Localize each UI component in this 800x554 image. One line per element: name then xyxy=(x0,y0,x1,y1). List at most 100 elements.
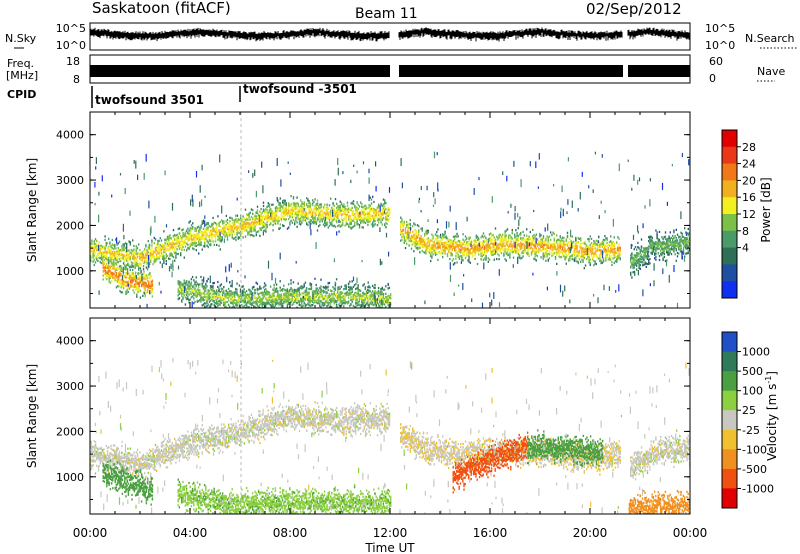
echo-cell xyxy=(185,280,188,283)
echo-cell xyxy=(587,246,589,249)
echo-cell xyxy=(450,254,452,257)
echo-cell xyxy=(282,211,284,214)
echo-cell xyxy=(270,211,272,214)
echo-cell xyxy=(190,238,193,241)
echo-cell xyxy=(171,240,173,243)
echo-cell xyxy=(599,259,601,263)
echo-cell xyxy=(124,255,127,258)
echo-cell xyxy=(250,230,253,233)
echo-cell xyxy=(505,248,507,251)
echo-cell xyxy=(261,211,263,214)
echo-cell xyxy=(667,242,669,245)
echo-cell xyxy=(648,240,650,243)
echo-cell xyxy=(381,208,383,211)
echo-cell xyxy=(504,245,506,248)
echo-cell xyxy=(432,253,434,256)
echo-cell xyxy=(380,221,382,224)
echo-cell xyxy=(204,238,206,241)
echo-cell xyxy=(376,224,379,227)
echo-cell xyxy=(592,256,594,259)
echo-cell xyxy=(250,226,253,229)
echo-cell xyxy=(596,257,599,260)
echo-cell xyxy=(288,212,290,215)
echo-cell xyxy=(282,206,284,209)
echo-cell xyxy=(108,261,110,264)
echo-cell xyxy=(522,230,524,233)
echo-cell xyxy=(643,263,645,266)
echo-cell xyxy=(410,236,413,239)
echo-cell xyxy=(583,248,585,251)
echo-cell xyxy=(437,236,439,239)
echo-cell xyxy=(274,212,277,215)
echo-cell xyxy=(400,233,402,236)
echo-cell xyxy=(136,252,139,255)
echo-cell xyxy=(205,230,207,233)
echo-cell xyxy=(476,247,479,250)
echo-cell xyxy=(292,210,295,213)
echo-cell xyxy=(491,240,493,243)
echo-cell xyxy=(538,247,540,250)
echo-cell xyxy=(652,250,655,253)
echo-cell xyxy=(202,234,205,237)
echo-cell xyxy=(415,234,417,237)
echo-cell xyxy=(500,241,503,245)
echo-cell xyxy=(461,244,463,247)
echo-cell xyxy=(301,213,303,216)
echo-cell xyxy=(324,212,326,215)
echo-cell xyxy=(445,246,447,249)
echo-cell xyxy=(352,217,355,220)
echo-cell xyxy=(444,241,446,245)
echo-cell xyxy=(316,229,319,232)
echo-cell xyxy=(145,245,147,248)
echo-cell xyxy=(430,248,432,251)
echo-cell xyxy=(496,242,498,245)
echo-cell xyxy=(685,247,687,250)
echo-cell xyxy=(280,219,283,222)
echo-cell xyxy=(592,243,594,246)
echo-cell xyxy=(192,234,194,237)
echo-cell xyxy=(248,218,250,221)
echo-cell xyxy=(535,247,537,250)
echo-cell xyxy=(378,218,380,221)
echo-cell xyxy=(413,222,415,225)
echo-cell xyxy=(172,235,175,238)
echo-cell xyxy=(217,238,219,241)
echo-cell xyxy=(339,204,341,207)
echo-cell xyxy=(98,248,100,251)
echo-cell xyxy=(503,252,505,255)
echo-cell xyxy=(162,244,164,247)
echo-cell xyxy=(631,255,633,258)
echo-cell xyxy=(406,220,408,224)
echo-cell xyxy=(194,227,196,230)
echo-cell xyxy=(249,218,251,221)
echo-cell xyxy=(91,245,93,249)
echo-cell xyxy=(356,207,358,210)
echo-cell xyxy=(327,212,329,215)
echo-cell xyxy=(292,205,295,208)
echo-cell xyxy=(166,247,169,251)
echo-cell xyxy=(452,258,455,261)
echo-cell xyxy=(142,261,145,264)
echo-cell xyxy=(469,261,471,264)
echo-cell xyxy=(558,249,560,252)
echo-cell xyxy=(258,221,260,224)
echo-cell xyxy=(169,257,171,261)
echo-cell xyxy=(267,204,269,207)
echo-cell xyxy=(517,250,519,253)
echo-cell xyxy=(474,254,476,257)
echo-cell xyxy=(218,244,220,247)
echo-cell xyxy=(589,246,591,249)
echo-cell xyxy=(449,243,451,246)
echo-cell xyxy=(235,214,237,217)
echo-cell xyxy=(632,257,634,260)
echo-cell xyxy=(481,243,483,247)
echo-cell xyxy=(272,212,274,215)
echo-cell xyxy=(231,218,233,221)
echo-cell xyxy=(364,216,367,219)
echo-cell xyxy=(172,229,175,232)
echo-cell xyxy=(179,282,182,285)
echo-cell xyxy=(424,233,426,236)
echo-cell xyxy=(640,261,643,264)
echo-cell xyxy=(384,199,386,202)
echo-cell xyxy=(509,244,511,247)
